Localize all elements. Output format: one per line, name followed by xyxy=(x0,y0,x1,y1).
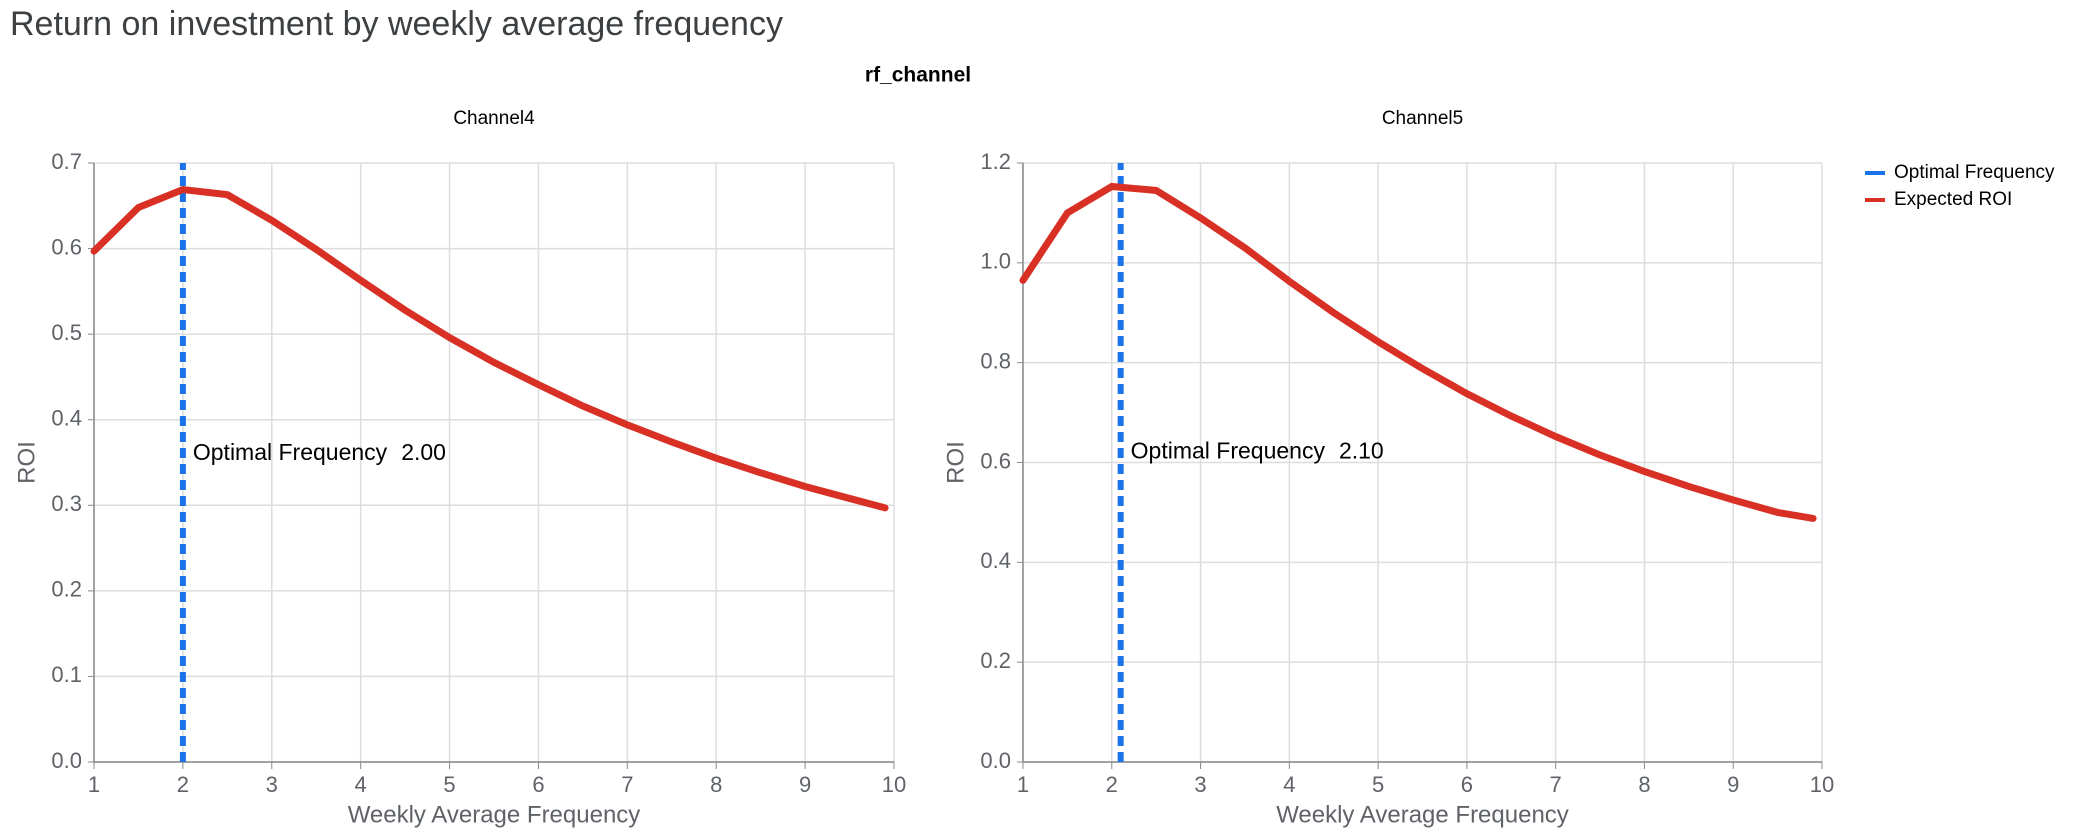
y-tick-label: 0.2 xyxy=(980,648,1011,673)
x-axis-title: Weekly Average Frequency xyxy=(348,801,641,828)
y-tick-label: 0.6 xyxy=(980,448,1011,473)
x-tick-label: 3 xyxy=(266,772,278,797)
x-tick-label: 3 xyxy=(1194,772,1206,797)
x-tick-label: 4 xyxy=(355,772,367,797)
x-tick-label: 9 xyxy=(799,772,811,797)
x-tick-label: 1 xyxy=(1017,772,1029,797)
legend-label: Optimal Frequency xyxy=(1894,162,2055,183)
y-tick-label: 0.0 xyxy=(51,748,82,773)
annotation-text: Optimal Frequency xyxy=(1131,438,1326,464)
x-tick-label: 10 xyxy=(1810,772,1834,797)
y-tick-label: 0.8 xyxy=(980,348,1011,373)
x-tick-label: 2 xyxy=(1106,772,1118,797)
y-tick-label: 0.7 xyxy=(51,149,82,174)
y-tick-label: 0.1 xyxy=(51,662,82,687)
x-tick-label: 4 xyxy=(1283,772,1295,797)
x-axis-title: Weekly Average Frequency xyxy=(1276,801,1569,828)
facet-title: Channel5 xyxy=(1382,108,1463,129)
x-tick-label: 9 xyxy=(1727,772,1739,797)
y-axis-title: ROI xyxy=(13,441,40,484)
annotation-value: 2.10 xyxy=(1339,438,1384,464)
x-tick-label: 1 xyxy=(88,772,100,797)
annotation-value: 2.00 xyxy=(401,439,446,465)
y-tick-label: 0.2 xyxy=(51,577,82,602)
x-tick-label: 2 xyxy=(177,772,189,797)
roi-line xyxy=(1019,182,1817,522)
legend-label: Expected ROI xyxy=(1894,189,2012,210)
y-tick-label: 1.2 xyxy=(980,149,1011,174)
x-tick-label: 7 xyxy=(621,772,633,797)
x-tick-label: 6 xyxy=(532,772,544,797)
roi-line xyxy=(90,185,889,512)
x-tick-label: 5 xyxy=(1372,772,1384,797)
y-tick-label: 1.0 xyxy=(980,249,1011,274)
y-tick-label: 0.3 xyxy=(51,491,82,516)
y-tick-label: 0.4 xyxy=(51,406,82,431)
y-tick-label: 0.6 xyxy=(51,234,82,259)
x-tick-label: 8 xyxy=(710,772,722,797)
x-tick-label: 5 xyxy=(443,772,455,797)
y-tick-label: 0.5 xyxy=(51,320,82,345)
x-tick-label: 10 xyxy=(882,772,906,797)
facet-label: rf_channel xyxy=(865,64,971,87)
y-axis-title: ROI xyxy=(942,441,969,484)
facet-title: Channel4 xyxy=(453,108,535,129)
x-tick-label: 8 xyxy=(1638,772,1650,797)
x-tick-label: 7 xyxy=(1550,772,1562,797)
page-title: Return on investment by weekly average f… xyxy=(10,5,783,43)
x-tick-label: 6 xyxy=(1461,772,1473,797)
annotation-text: Optimal Frequency xyxy=(193,439,388,465)
y-tick-label: 0.4 xyxy=(980,548,1011,573)
y-tick-label: 0.0 xyxy=(980,748,1011,773)
